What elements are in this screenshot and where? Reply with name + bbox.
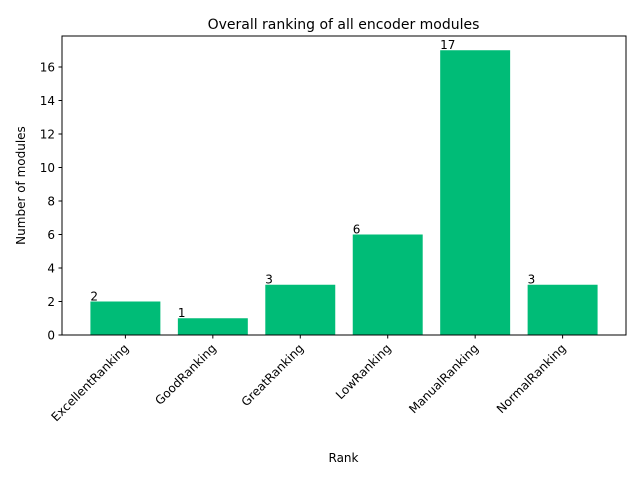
- bar-GreatRanking: [265, 284, 336, 335]
- x-tick-label: GoodRanking: [152, 341, 219, 408]
- y-tick-label: 6: [47, 228, 55, 242]
- y-tick-label: 12: [40, 127, 55, 141]
- bars: [90, 50, 598, 335]
- plot-frame: [61, 35, 627, 336]
- value-label-GreatRanking: 3: [265, 273, 273, 287]
- y-tick-label: 14: [40, 94, 55, 108]
- y-tick-label: 4: [47, 261, 55, 275]
- x-tick-label: ManualRanking: [406, 341, 481, 416]
- value-labels: 2 1 3 6 17 3: [90, 38, 535, 320]
- y-axis-ticks: 0 2 4 6 8 10 12 14 16: [40, 60, 62, 343]
- bar-ExcellentRanking: [90, 301, 161, 335]
- x-tick-label: GreatRanking: [239, 341, 307, 409]
- bar-GoodRanking: [177, 318, 248, 335]
- value-label-GoodRanking: 1: [178, 306, 186, 320]
- x-tick-label: ExcellentRanking: [49, 341, 132, 424]
- y-tick-label: 8: [47, 194, 55, 208]
- y-tick-label: 10: [40, 161, 55, 175]
- x-axis-ticks: ExcellentRanking GoodRanking GreatRanking L…: [49, 335, 569, 424]
- bar-ManualRanking: [440, 50, 511, 335]
- value-label-ExcellentRanking: 2: [90, 289, 98, 303]
- y-axis-label: Number of modules: [14, 126, 28, 245]
- value-label-ManualRanking: 17: [440, 38, 455, 52]
- bar-LowRanking: [352, 234, 423, 335]
- value-label-LowRanking: 6: [353, 222, 361, 236]
- y-tick-label: 16: [40, 60, 55, 74]
- y-tick-label: 0: [47, 329, 55, 343]
- chart-title: Overall ranking of all encoder modules: [208, 17, 480, 33]
- x-tick-label: LowRanking: [333, 341, 394, 402]
- y-tick-label: 2: [47, 295, 55, 309]
- x-tick-label: NormalRanking: [494, 341, 569, 416]
- value-label-NormalRanking: 3: [528, 273, 536, 287]
- x-axis-label: Rank: [329, 451, 359, 465]
- bar-NormalRanking: [527, 284, 598, 335]
